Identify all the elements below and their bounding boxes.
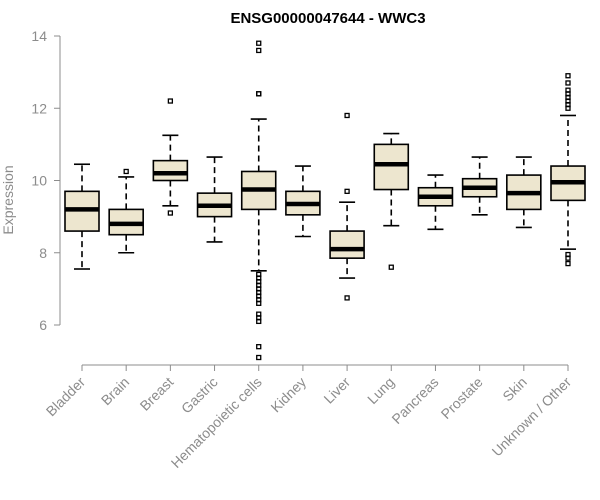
box-prostate bbox=[461, 156, 498, 216]
outlier-point bbox=[344, 112, 350, 119]
box-series bbox=[64, 40, 586, 361]
x-tick-label: Pancreas bbox=[388, 374, 441, 427]
outlier-point bbox=[256, 47, 262, 54]
x-tick-label: Prostate bbox=[438, 374, 486, 422]
x-tick-label: Unknown / Other bbox=[489, 374, 575, 460]
x-tick-label: Brain bbox=[98, 374, 132, 408]
outlier-point bbox=[256, 318, 262, 325]
box-skin bbox=[506, 156, 542, 229]
box-iqr bbox=[152, 159, 189, 182]
box-breast bbox=[152, 98, 189, 216]
outlier-point bbox=[565, 73, 571, 79]
outlier-point bbox=[167, 98, 174, 104]
y-tick-label: 10 bbox=[31, 173, 47, 189]
outlier-point bbox=[344, 295, 350, 301]
box-lung bbox=[373, 132, 410, 270]
box-gastric bbox=[196, 156, 233, 243]
outlier-point bbox=[256, 300, 262, 306]
outlier-point bbox=[167, 210, 174, 216]
box-iqr bbox=[329, 230, 365, 259]
outlier-point bbox=[256, 40, 262, 46]
x-tick-label: Breast bbox=[137, 374, 177, 414]
x-tick-label: Bladder bbox=[43, 374, 89, 420]
x-tick-label: Liver bbox=[320, 374, 353, 407]
outlier-point bbox=[123, 168, 129, 175]
y-tick-label: 14 bbox=[31, 28, 47, 44]
box-hematopoietic-cells bbox=[240, 40, 277, 361]
x-tick-label: Kidney bbox=[267, 374, 309, 416]
outlier-point bbox=[256, 91, 262, 97]
outlier-point bbox=[344, 188, 350, 194]
outlier-point bbox=[256, 344, 262, 350]
y-tick-label: 6 bbox=[39, 317, 47, 333]
outlier-point bbox=[565, 260, 571, 267]
y-axis: 6 8 10 12 14 bbox=[31, 28, 61, 333]
box-pancreas bbox=[417, 174, 454, 231]
x-tick-label: Gastric bbox=[178, 374, 221, 417]
box-liver bbox=[329, 112, 365, 301]
y-axis-label: Expression bbox=[0, 165, 16, 234]
outlier-point bbox=[565, 80, 571, 86]
box-bladder bbox=[64, 163, 100, 270]
x-tick-label: Lung bbox=[364, 374, 397, 407]
box-iqr bbox=[373, 143, 410, 191]
y-tick-label: 12 bbox=[31, 100, 47, 116]
outlier-point bbox=[256, 354, 262, 361]
box-kidney bbox=[285, 165, 321, 238]
box-brain bbox=[108, 168, 144, 254]
x-tick-label: Skin bbox=[499, 374, 530, 405]
outlier-point bbox=[565, 255, 571, 261]
chart-title: ENSG00000047644 - WWC3 bbox=[230, 10, 425, 27]
y-tick-label: 8 bbox=[39, 245, 47, 261]
outlier-point bbox=[565, 105, 571, 111]
box-unknown-other bbox=[550, 73, 586, 267]
outlier-point bbox=[388, 264, 394, 270]
